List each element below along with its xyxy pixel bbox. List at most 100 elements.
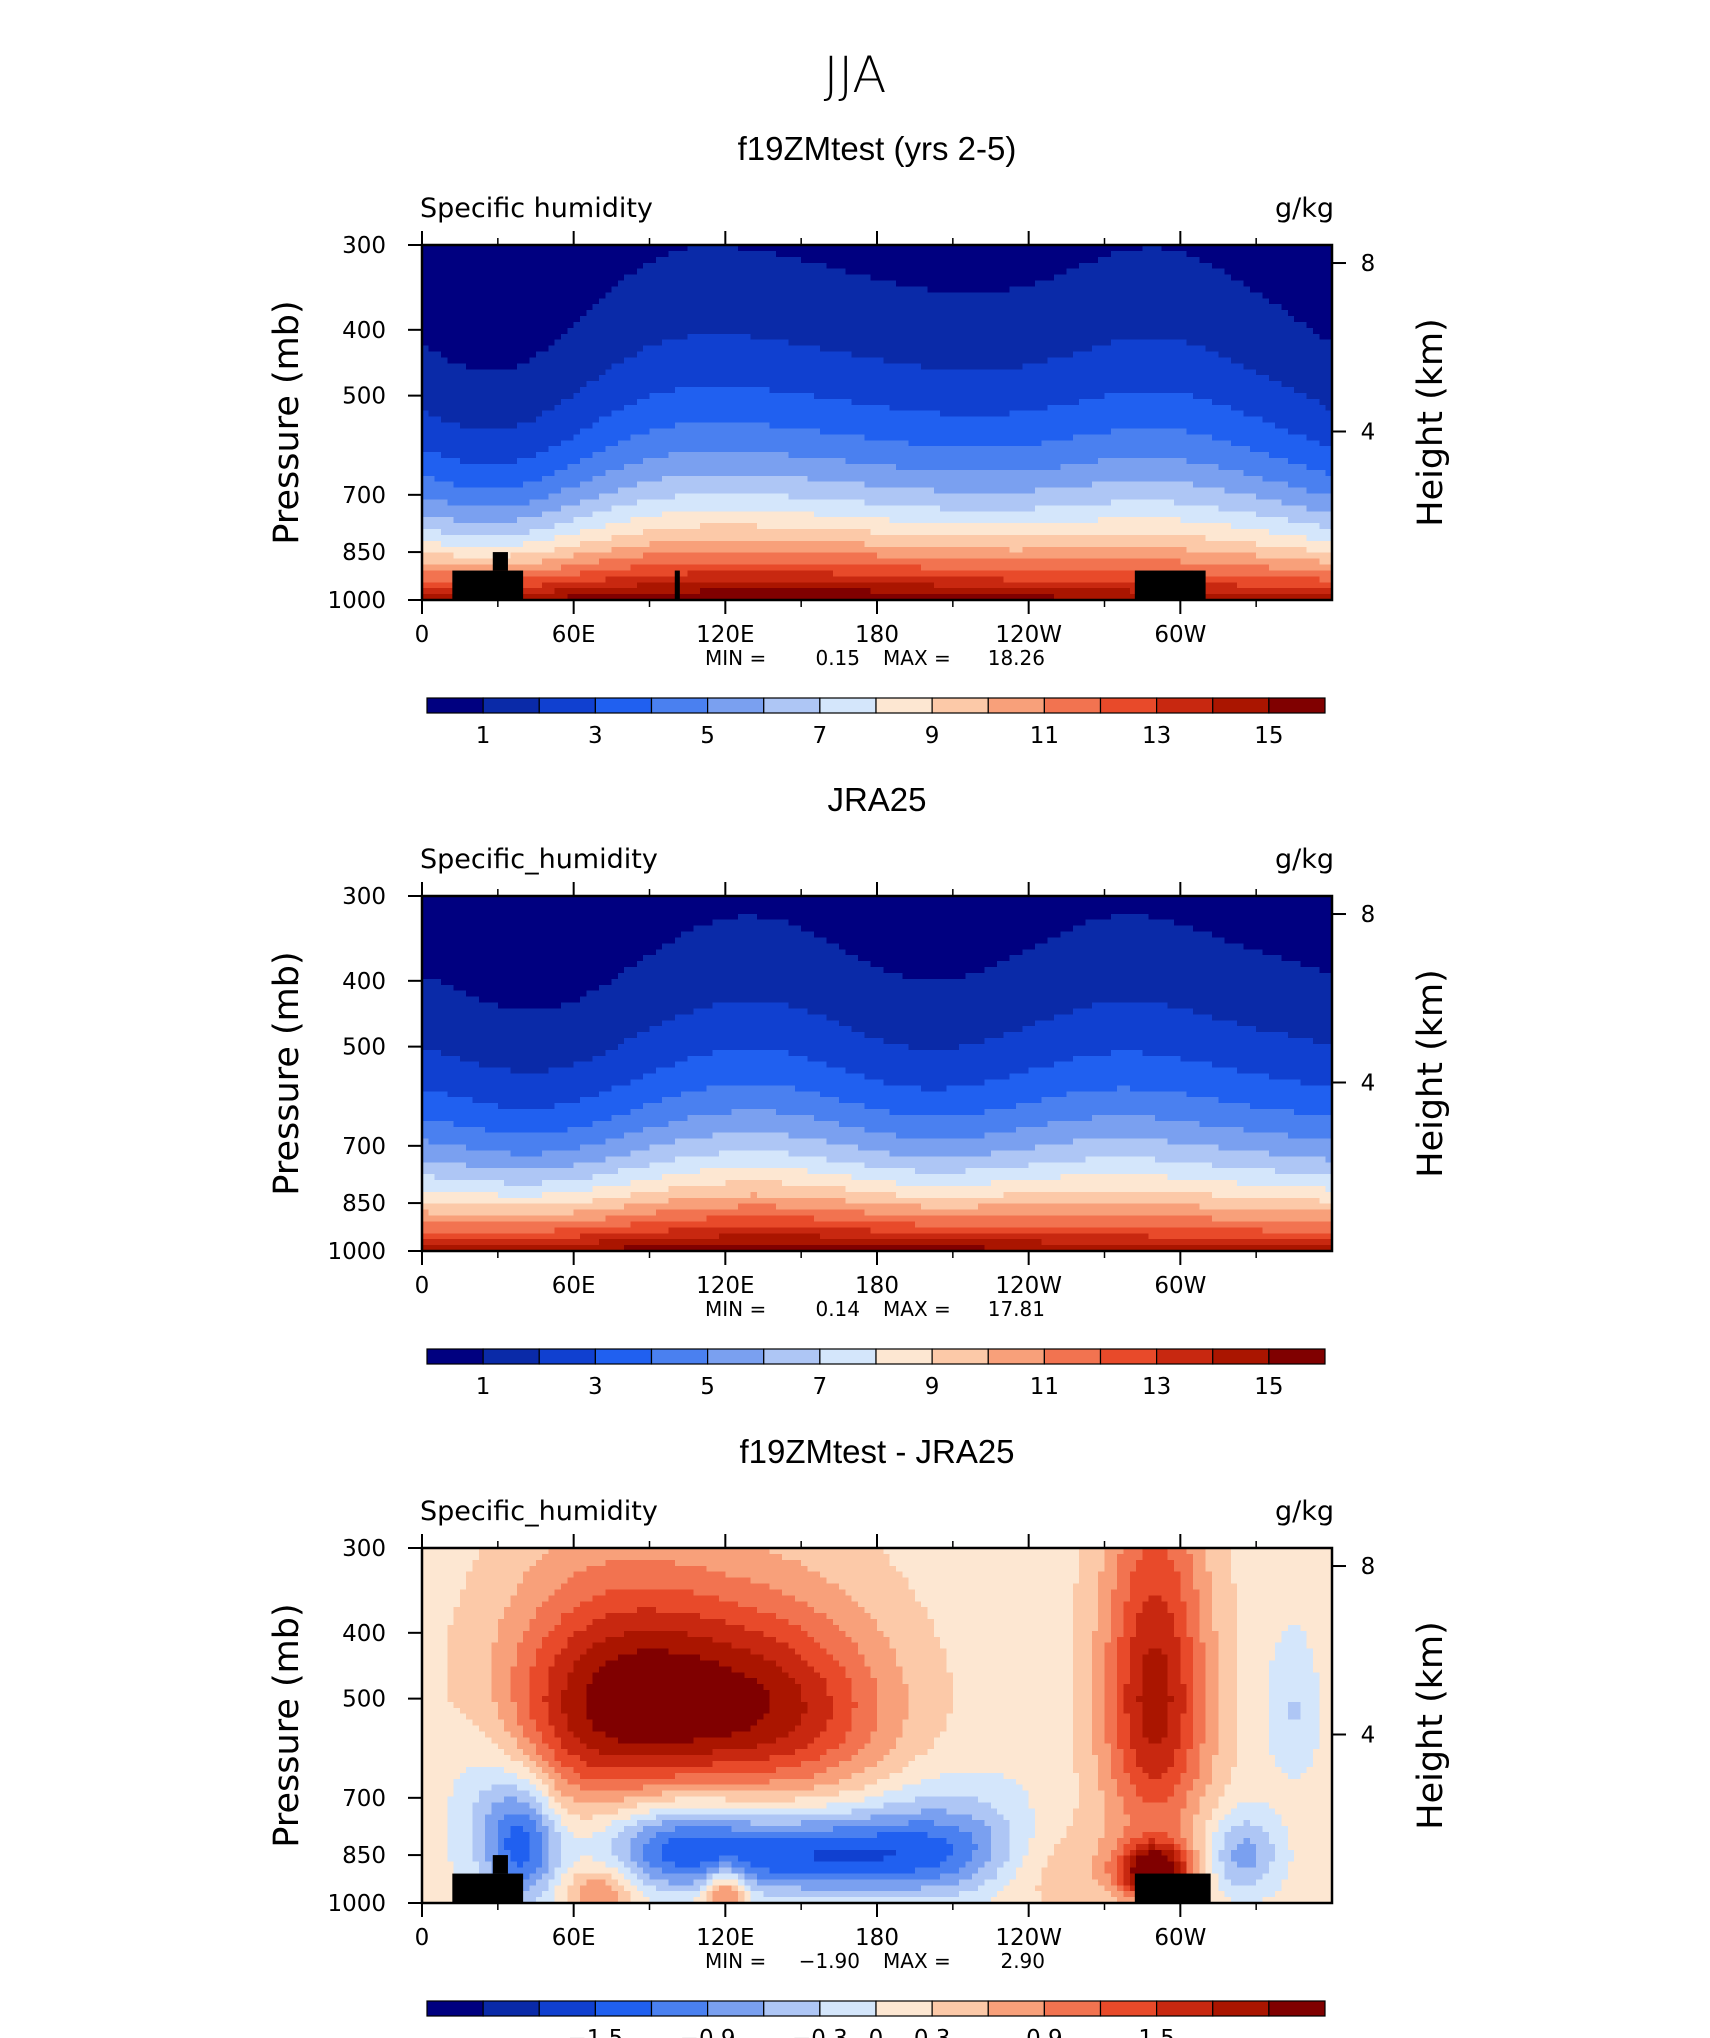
field-cell [1041, 428, 1049, 435]
field-cell [535, 274, 543, 282]
field-cell [712, 404, 720, 412]
field-cell [1104, 387, 1112, 394]
field-cell [1199, 440, 1207, 447]
field-cell [428, 298, 436, 305]
field-cell [554, 398, 562, 406]
field-cell [940, 310, 948, 317]
field-cell [561, 274, 568, 282]
field-cell [516, 416, 524, 424]
field-cell [636, 398, 644, 406]
field-cell [548, 262, 556, 270]
field-cell [567, 310, 575, 317]
field-cell [794, 327, 802, 335]
field-cell [1275, 345, 1283, 353]
field-cell [769, 392, 777, 400]
field-cell [535, 375, 543, 382]
field-cell [813, 345, 821, 353]
field-cell [725, 292, 733, 299]
field-cell [1294, 292, 1301, 299]
field-cell [1098, 392, 1106, 400]
field-cell [889, 392, 897, 400]
field-cell [1034, 339, 1042, 347]
field-cell [497, 304, 505, 311]
field-cell [813, 339, 821, 347]
field-cell [788, 286, 796, 293]
field-cell [756, 404, 764, 412]
field-cell [1041, 351, 1049, 359]
field-cell [1047, 398, 1055, 406]
field-cell [763, 268, 771, 276]
field-cell [895, 304, 903, 311]
field-cell [1180, 250, 1188, 258]
field-cell [1003, 398, 1011, 406]
field-cell [554, 404, 562, 412]
field-cell [712, 256, 720, 264]
field-cell [504, 387, 512, 394]
field-cell [1066, 422, 1074, 430]
field-cell [1091, 345, 1099, 353]
field-cell [1275, 339, 1283, 347]
field-cell [440, 280, 448, 288]
field-cell [611, 280, 619, 288]
field-cell [1060, 250, 1068, 258]
field-cell [1319, 381, 1327, 388]
field-cell [1300, 327, 1308, 335]
field-cell [422, 286, 429, 293]
field-cell [940, 250, 948, 258]
field-cell [1249, 304, 1257, 311]
field-cell [586, 351, 594, 359]
field-cell [1161, 404, 1169, 412]
field-cell [1306, 333, 1314, 341]
field-cell [1325, 339, 1333, 347]
field-cell [510, 274, 518, 282]
field-cell [794, 321, 802, 329]
field-cell [592, 351, 600, 359]
field-cell [478, 333, 486, 341]
field-cell [700, 416, 707, 424]
field-cell [459, 262, 467, 270]
field-cell [542, 363, 549, 370]
field-cell [523, 262, 531, 270]
field-cell [586, 345, 594, 353]
field-cell [472, 363, 480, 370]
field-cell [737, 410, 745, 418]
field-cell [529, 256, 537, 264]
field-cell [1110, 404, 1118, 412]
field-cell [573, 416, 581, 424]
field-cell [750, 280, 758, 288]
field-cell [1281, 286, 1289, 293]
field-cell [883, 428, 891, 435]
field-cell [662, 392, 670, 400]
field-cell [428, 369, 436, 376]
field-cell [1313, 286, 1320, 293]
field-cell [1009, 327, 1017, 335]
field-cell [1262, 256, 1270, 264]
field-cell [1041, 339, 1049, 347]
field-cell [750, 416, 758, 424]
field-cell [617, 286, 625, 293]
field-cell [1085, 440, 1093, 447]
field-cell [422, 245, 429, 252]
field-cell [1224, 327, 1232, 335]
field-cell [1230, 357, 1238, 364]
field-cell [1098, 422, 1106, 430]
field-cell [1123, 298, 1131, 305]
field-cell [1085, 262, 1093, 270]
field-cell [706, 404, 714, 412]
field-cell [1003, 387, 1011, 394]
field-cell [478, 286, 486, 293]
field-cell [984, 262, 992, 270]
field-cell [1287, 262, 1295, 270]
field-cell [459, 381, 467, 388]
field-cell [1060, 416, 1068, 424]
field-cell [1148, 398, 1156, 406]
field-cell [1275, 268, 1283, 276]
field-cell [763, 327, 771, 335]
field-cell [984, 250, 992, 258]
field-cell [1237, 274, 1245, 282]
field-cell [586, 268, 594, 276]
field-cell [561, 357, 568, 364]
field-cell [649, 416, 657, 424]
field-cell [516, 422, 524, 430]
field-cell [1028, 339, 1036, 347]
